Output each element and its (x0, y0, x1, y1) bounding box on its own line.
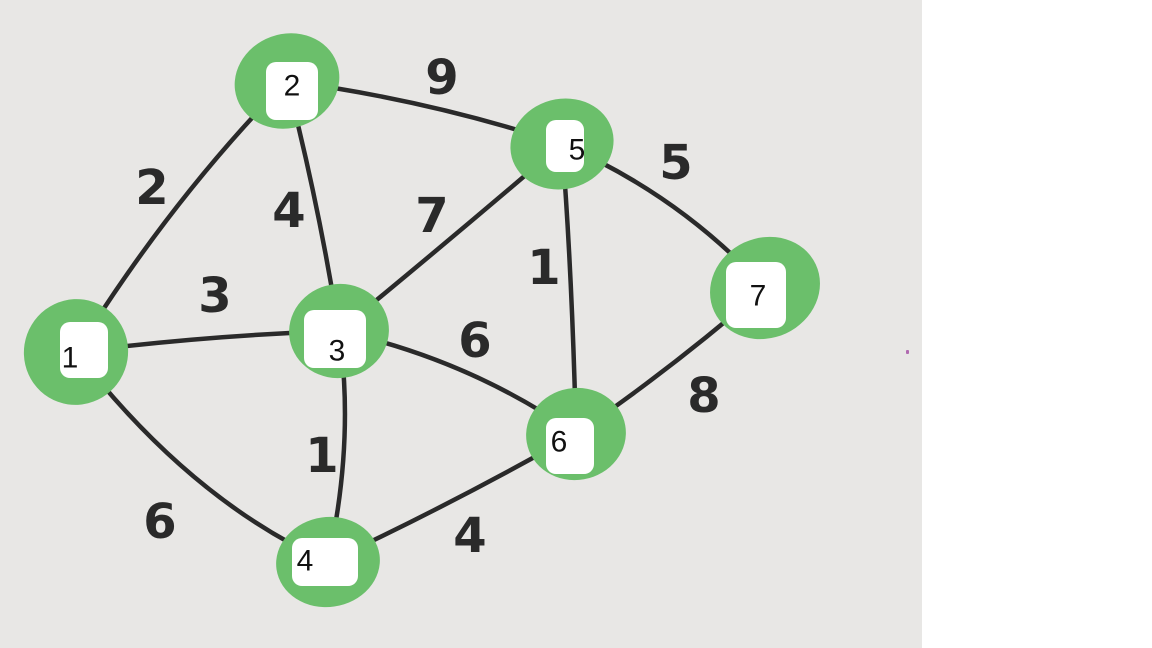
node-3: 3 (289, 283, 389, 379)
node-5: 5 (510, 98, 614, 190)
node-2-label: 2 (284, 70, 301, 103)
node-3-face (304, 310, 366, 368)
node-6: 6 (526, 387, 626, 481)
node-1-label: 1 (62, 342, 79, 375)
edge-weight-1-2: 2 (135, 160, 168, 216)
node-7-label: 7 (750, 280, 767, 313)
edge-weight-4-6: 4 (453, 508, 486, 564)
edge-weight-5-7: 5 (659, 135, 692, 191)
edge-weight-2-5: 9 (425, 50, 458, 106)
edge-weight-1-4: 6 (143, 494, 176, 550)
edge-weight-2-3: 4 (272, 183, 305, 239)
node-2-face (266, 62, 318, 120)
node-6-face (546, 418, 594, 474)
edge-weight-3-5: 7 (415, 188, 448, 244)
node-4: 4 (276, 516, 380, 608)
edge-weight-6-7: 8 (687, 368, 720, 424)
node-4-label: 4 (297, 545, 314, 578)
edge-weight-3-4: 1 (305, 428, 338, 484)
node-3-label: 3 (329, 335, 346, 368)
stray-mark (906, 350, 909, 354)
edge-weight-1-3: 3 (198, 268, 231, 324)
edge-weight-5-6: 1 (527, 240, 560, 296)
node-5-label: 5 (569, 134, 586, 167)
node-1: 1 (23, 299, 129, 405)
node-4-face (292, 538, 358, 586)
node-7: 7 (710, 236, 820, 340)
node-6-label: 6 (551, 426, 568, 459)
node-2: 2 (234, 33, 340, 129)
edge-weight-3-6: 6 (458, 313, 491, 369)
node-7-face (726, 262, 786, 328)
node-1-face (60, 322, 108, 378)
node-5-face (546, 120, 584, 172)
